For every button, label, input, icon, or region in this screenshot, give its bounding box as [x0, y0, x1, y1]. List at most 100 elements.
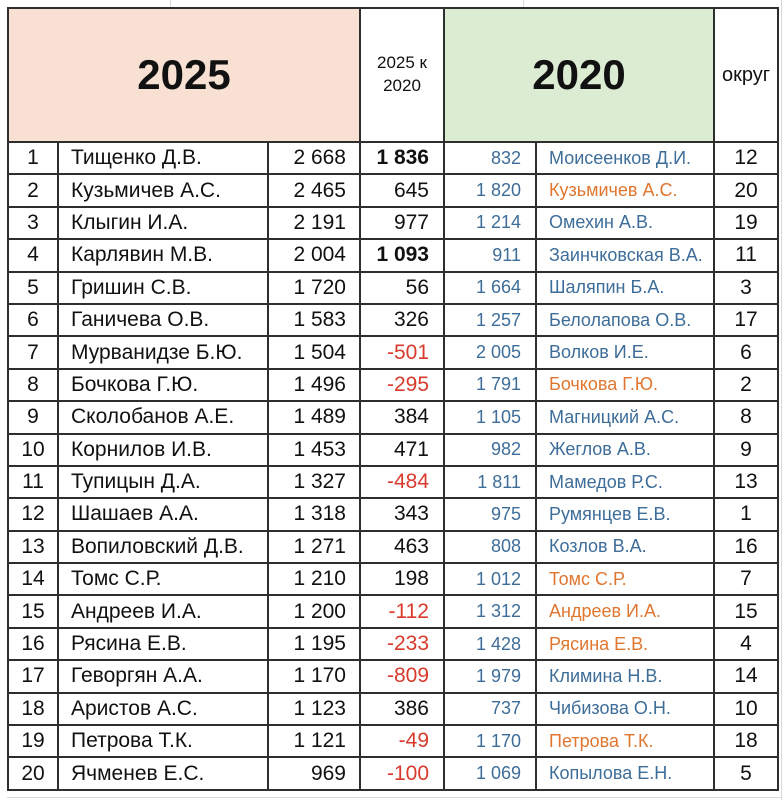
rank-cell: 2: [7, 173, 59, 208]
rank-cell: 14: [7, 562, 59, 597]
candidate-2020-cell: Петрова Т.К.: [535, 724, 715, 759]
votes-2025-cell: 2 668: [267, 140, 361, 176]
table-row: 8 Бочкова Г.Ю. 1 496 -295 1 791 Бочкова …: [7, 367, 779, 403]
results-table: 2025 2025 к 2020 2020 округ 1 Тищенко Д.…: [7, 7, 779, 791]
candidate-2025-cell: Гришин С.В.: [57, 270, 269, 305]
candidate-2020-cell: Климина Н.В.: [535, 659, 715, 694]
votes-2025-cell: 2 004: [267, 238, 361, 273]
table-row: 9 Сколобанов А.Е. 1 489 384 1 105 Магниц…: [7, 400, 779, 435]
okrug-cell: 5: [713, 756, 779, 791]
table-row: 12 Шашаев А.А. 1 318 343 975 Румянцев Е.…: [7, 497, 779, 532]
rank-cell: 9: [7, 400, 59, 435]
candidate-2025-cell: Петрова Т.К.: [57, 724, 269, 759]
votes-2020-cell: 975: [443, 497, 537, 532]
votes-2025-cell: 1 453: [267, 432, 361, 467]
votes-2025-cell: 1 504: [267, 335, 361, 370]
table-row: 2 Кузьмичев А.С. 2 465 645 1 820 Кузьмич…: [7, 173, 779, 208]
votes-2020-cell: 1 257: [443, 302, 537, 338]
votes-2025-cell: 1 720: [267, 270, 361, 305]
okrug-cell: 16: [713, 529, 779, 565]
rank-cell: 11: [7, 464, 59, 500]
header-2025: 2025: [7, 7, 361, 143]
candidate-2020-cell: Омехин А.В.: [535, 205, 715, 241]
rank-cell: 1: [7, 140, 59, 176]
diff-cell: 198: [359, 562, 445, 597]
votes-2020-cell: 808: [443, 529, 537, 565]
candidate-2025-cell: Томс С.Р.: [57, 562, 269, 597]
rank-cell: 10: [7, 432, 59, 467]
votes-2020-cell: 1 820: [443, 173, 537, 208]
okrug-cell: 14: [713, 659, 779, 694]
votes-2025-cell: 1 489: [267, 400, 361, 435]
diff-cell: -809: [359, 659, 445, 694]
gridline-artifact: [523, 0, 524, 7]
okrug-cell: 12: [713, 140, 779, 176]
table-row: 13 Вопиловский Д.В. 1 271 463 808 Козлов…: [7, 529, 779, 565]
diff-cell: 645: [359, 173, 445, 208]
okrug-cell: 9: [713, 432, 779, 467]
candidate-2020-cell: Магницкий А.С.: [535, 400, 715, 435]
table-row: 7 Мурванидзе Б.Ю. 1 504 -501 2 005 Волко…: [7, 335, 779, 370]
candidate-2025-cell: Шашаев А.А.: [57, 497, 269, 532]
votes-2020-cell: 2 005: [443, 335, 537, 370]
votes-2020-cell: 1 791: [443, 367, 537, 403]
diff-cell: 56: [359, 270, 445, 305]
candidate-2025-cell: Кузьмичев А.С.: [57, 173, 269, 208]
okrug-cell: 18: [713, 724, 779, 759]
diff-cell: -501: [359, 335, 445, 370]
rank-cell: 4: [7, 238, 59, 273]
okrug-cell: 2: [713, 367, 779, 403]
gridline-artifact: [170, 0, 171, 7]
table-header: 2025 2025 к 2020 2020 округ: [7, 7, 779, 143]
votes-2020-cell: 1 214: [443, 205, 537, 241]
candidate-2025-cell: Рясина Е.В.: [57, 626, 269, 662]
okrug-cell: 15: [713, 594, 779, 629]
table-row: 19 Петрова Т.К. 1 121 -49 1 170 Петрова …: [7, 724, 779, 759]
table-row: 4 Карлявин М.В. 2 004 1 093 911 Заинчков…: [7, 238, 779, 273]
rank-cell: 7: [7, 335, 59, 370]
candidate-2025-cell: Ганичева О.В.: [57, 302, 269, 338]
table-row: 10 Корнилов И.В. 1 453 471 982 Жеглов А.…: [7, 432, 779, 467]
candidate-2020-cell: Кузьмичев А.С.: [535, 173, 715, 208]
votes-2020-cell: 832: [443, 140, 537, 176]
rank-cell: 13: [7, 529, 59, 565]
okrug-cell: 17: [713, 302, 779, 338]
votes-2025-cell: 1 121: [267, 724, 361, 759]
diff-cell: 977: [359, 205, 445, 241]
diff-cell: -100: [359, 756, 445, 791]
votes-2025-cell: 1 123: [267, 691, 361, 727]
votes-2020-cell: 1 105: [443, 400, 537, 435]
votes-2025-cell: 1 318: [267, 497, 361, 532]
candidate-2020-cell: Чибизова О.Н.: [535, 691, 715, 727]
diff-cell: 1 836: [359, 140, 445, 176]
rank-cell: 19: [7, 724, 59, 759]
table-row: 14 Томс С.Р. 1 210 198 1 012 Томс С.Р. 7: [7, 562, 779, 597]
okrug-cell: 8: [713, 400, 779, 435]
candidate-2020-cell: Козлов В.А.: [535, 529, 715, 565]
okrug-cell: 11: [713, 238, 779, 273]
table-row: 5 Гришин С.В. 1 720 56 1 664 Шаляпин Б.А…: [7, 270, 779, 305]
candidate-2025-cell: Тупицын Д.А.: [57, 464, 269, 500]
table-row: 11 Тупицын Д.А. 1 327 -484 1 811 Мамедов…: [7, 464, 779, 500]
okrug-cell: 3: [713, 270, 779, 305]
candidate-2025-cell: Тищенко Д.В.: [57, 140, 269, 176]
candidate-2020-cell: Томс С.Р.: [535, 562, 715, 597]
okrug-cell: 19: [713, 205, 779, 241]
rank-cell: 15: [7, 594, 59, 629]
diff-cell: 384: [359, 400, 445, 435]
candidate-2025-cell: Бочкова Г.Ю.: [57, 367, 269, 403]
votes-2025-cell: 1 210: [267, 562, 361, 597]
diff-cell: -49: [359, 724, 445, 759]
votes-2025-cell: 1 583: [267, 302, 361, 338]
table-row: 6 Ганичева О.В. 1 583 326 1 257 Белолапо…: [7, 302, 779, 338]
okrug-cell: 7: [713, 562, 779, 597]
candidate-2020-cell: Андреев И.А.: [535, 594, 715, 629]
votes-2020-cell: 1 012: [443, 562, 537, 597]
table-row: 3 Клыгин И.А. 2 191 977 1 214 Омехин А.В…: [7, 205, 779, 241]
candidate-2025-cell: Ячменев Е.С.: [57, 756, 269, 791]
gridline-artifact: [7, 797, 782, 798]
diff-cell: 326: [359, 302, 445, 338]
okrug-cell: 13: [713, 464, 779, 500]
votes-2025-cell: 1 200: [267, 594, 361, 629]
